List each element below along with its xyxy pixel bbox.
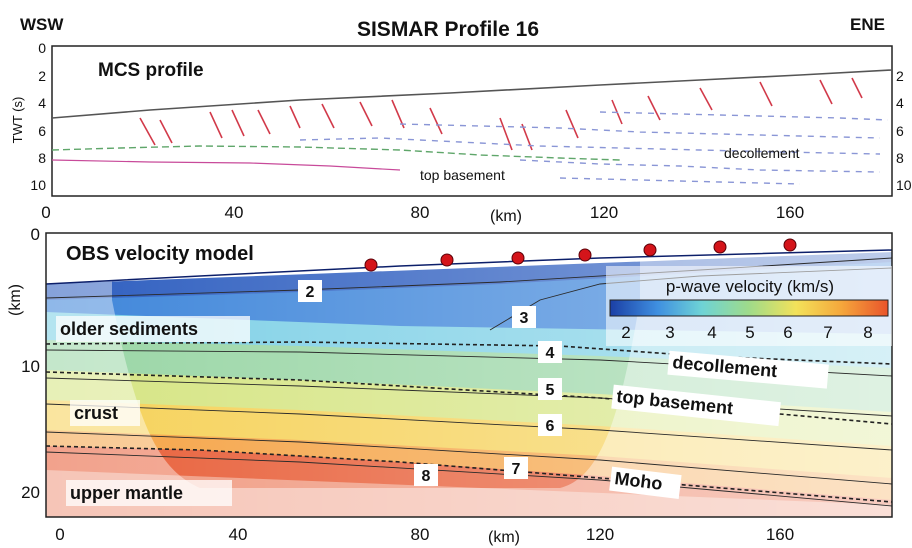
- obs-xunit: (km): [488, 529, 520, 546]
- colorbar-tick: 6: [783, 323, 792, 342]
- obs-stations: [364, 238, 797, 272]
- direction-left: WSW: [20, 15, 64, 34]
- colorbar-tick: 2: [621, 323, 630, 342]
- mcs-ytick: 8: [38, 150, 46, 166]
- colorbar-tick: 5: [745, 323, 754, 342]
- figure-title: SISMAR Profile 16: [357, 18, 539, 41]
- mcs-ytick: 4: [38, 95, 46, 111]
- obs-ytick: 20: [21, 483, 40, 502]
- colorbar: p-wave velocity (km/s) 2 3 4 5 6 7 8: [606, 266, 892, 346]
- obs-station-marker: [440, 253, 454, 267]
- contour-label-6: 6: [546, 418, 555, 435]
- mcs-faults: [139, 77, 863, 151]
- mcs-xtick: 160: [776, 203, 804, 222]
- contour-label-2: 2: [306, 284, 315, 301]
- mcs-ytick: 0: [38, 40, 46, 56]
- obs-station-marker: [643, 243, 657, 257]
- label-older-sediments: older sediments: [60, 319, 198, 339]
- mcs-ytick-right: 2: [896, 68, 904, 84]
- colorbar-title: p-wave velocity (km/s): [666, 277, 834, 296]
- contour-label-7: 7: [512, 461, 521, 478]
- obs-frame: [45, 232, 893, 518]
- mcs-annotation-decollement: decollement: [724, 145, 800, 161]
- mcs-xtick: 120: [590, 203, 618, 222]
- obs-station-marker: [511, 251, 525, 265]
- contour-label-5: 5: [546, 382, 555, 399]
- obs-station-marker: [578, 248, 592, 262]
- mcs-xunit: (km): [490, 208, 522, 225]
- label-crust: crust: [74, 403, 118, 423]
- mcs-ytick-right: 10: [896, 177, 912, 193]
- mcs-ytick-right: 6: [896, 123, 904, 139]
- obs-ytick: 10: [21, 357, 40, 376]
- mcs-ytick: 2: [38, 68, 46, 84]
- colorbar-tick: 7: [823, 323, 832, 342]
- mcs-xtick: 40: [225, 203, 244, 222]
- obs-panel: p-wave velocity (km/s) 2 3 4 5 6 7 8 2 3…: [7, 225, 893, 546]
- mcs-deep-reflector: [52, 159, 401, 171]
- mcs-basement-trace: [52, 145, 621, 161]
- obs-xtick: 0: [55, 525, 64, 544]
- mcs-seafloor-line: [52, 69, 892, 119]
- colorbar-tick: 4: [707, 323, 716, 342]
- obs-xtick: 160: [766, 525, 794, 544]
- mcs-ytick-right: 8: [896, 150, 904, 166]
- colorbar-tick: 3: [665, 323, 674, 342]
- mcs-title: MCS profile: [98, 60, 204, 81]
- mcs-ytick: 10: [30, 177, 46, 193]
- mcs-reflectors: [299, 111, 889, 185]
- direction-right: ENE: [850, 15, 885, 34]
- mcs-annotation-top-basement: top basement: [420, 167, 505, 183]
- obs-station-marker: [713, 240, 727, 254]
- contour-label-3: 3: [520, 310, 529, 327]
- contour-label-4: 4: [546, 345, 555, 362]
- mcs-xtick: 80: [411, 203, 430, 222]
- label-upper-mantle: upper mantle: [70, 483, 183, 503]
- obs-station-marker: [364, 258, 378, 272]
- obs-title: OBS velocity model: [66, 243, 254, 265]
- colorbar-tick: 8: [863, 323, 872, 342]
- obs-xtick: 80: [411, 525, 430, 544]
- mcs-panel: 0 2 4 6 8 10 2 4 6 8 10 TWT (s) MCS prof…: [10, 40, 912, 225]
- mcs-ytick: 6: [38, 123, 46, 139]
- obs-station-marker: [783, 238, 797, 252]
- obs-xtick: 40: [229, 525, 248, 544]
- mcs-frame: [51, 45, 893, 197]
- obs-ytick: 0: [31, 225, 40, 244]
- colorbar-gradient: [609, 299, 889, 317]
- mcs-xtick: 0: [41, 203, 50, 222]
- mcs-ytick-right: 4: [896, 95, 904, 111]
- obs-ylabel: (km): [7, 284, 24, 316]
- obs-xtick: 120: [586, 525, 614, 544]
- obs-seafloor: [46, 249, 892, 285]
- contour-label-8: 8: [422, 468, 431, 485]
- mcs-ylabel: TWT (s): [10, 97, 25, 144]
